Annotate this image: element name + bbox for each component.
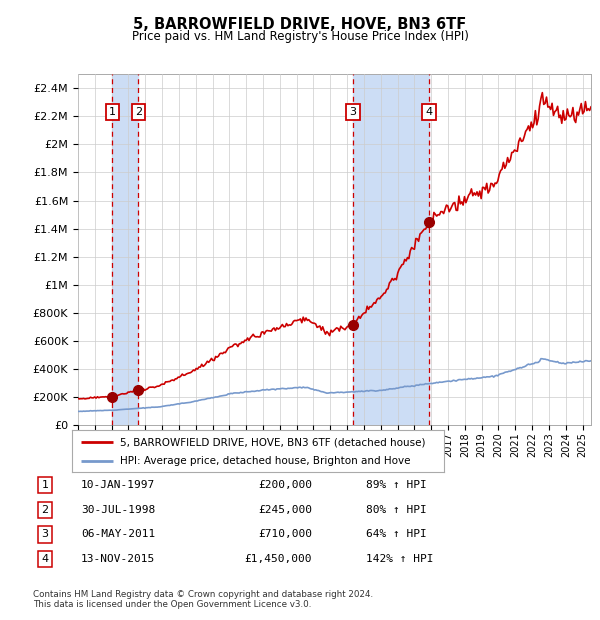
Text: 142% ↑ HPI: 142% ↑ HPI xyxy=(366,554,433,564)
Text: 10-JAN-1997: 10-JAN-1997 xyxy=(81,480,155,490)
Text: 2: 2 xyxy=(134,107,142,117)
Text: 5, BARROWFIELD DRIVE, HOVE, BN3 6TF: 5, BARROWFIELD DRIVE, HOVE, BN3 6TF xyxy=(133,17,467,32)
Text: 64% ↑ HPI: 64% ↑ HPI xyxy=(366,529,427,539)
Text: 2: 2 xyxy=(41,505,49,515)
Text: £1,450,000: £1,450,000 xyxy=(245,554,312,564)
Text: Price paid vs. HM Land Registry's House Price Index (HPI): Price paid vs. HM Land Registry's House … xyxy=(131,30,469,43)
Text: 3: 3 xyxy=(41,529,49,539)
Text: £200,000: £200,000 xyxy=(258,480,312,490)
Text: £245,000: £245,000 xyxy=(258,505,312,515)
Text: 4: 4 xyxy=(41,554,49,564)
Text: This data is licensed under the Open Government Licence v3.0.: This data is licensed under the Open Gov… xyxy=(33,600,311,609)
Bar xyxy=(353,74,429,425)
Text: 1: 1 xyxy=(109,107,116,117)
Text: 30-JUL-1998: 30-JUL-1998 xyxy=(81,505,155,515)
Text: £710,000: £710,000 xyxy=(258,529,312,539)
Text: 1: 1 xyxy=(41,480,49,490)
Bar xyxy=(112,74,138,425)
Text: 80% ↑ HPI: 80% ↑ HPI xyxy=(366,505,427,515)
Text: HPI: Average price, detached house, Brighton and Hove: HPI: Average price, detached house, Brig… xyxy=(121,456,411,466)
Text: 3: 3 xyxy=(350,107,356,117)
Text: 5, BARROWFIELD DRIVE, HOVE, BN3 6TF (detached house): 5, BARROWFIELD DRIVE, HOVE, BN3 6TF (det… xyxy=(121,437,426,447)
Text: Contains HM Land Registry data © Crown copyright and database right 2024.: Contains HM Land Registry data © Crown c… xyxy=(33,590,373,599)
Text: 89% ↑ HPI: 89% ↑ HPI xyxy=(366,480,427,490)
Text: 13-NOV-2015: 13-NOV-2015 xyxy=(81,554,155,564)
Text: 4: 4 xyxy=(425,107,433,117)
Text: 06-MAY-2011: 06-MAY-2011 xyxy=(81,529,155,539)
